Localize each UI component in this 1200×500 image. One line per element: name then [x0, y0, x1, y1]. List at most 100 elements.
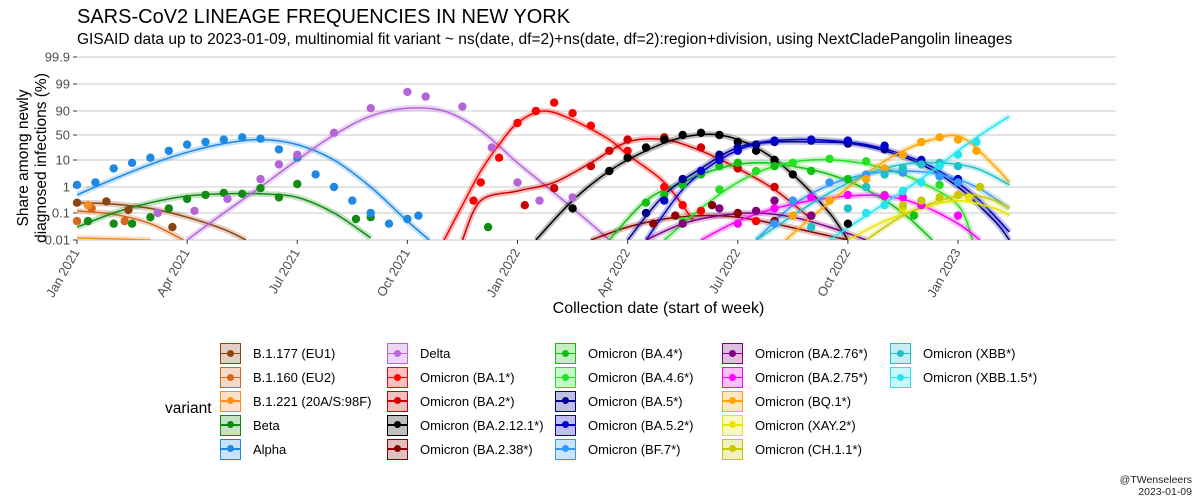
legend-item: B.1.160 (EU2)	[220, 366, 372, 390]
legend-column: Omicron (BA.4*) Omicron (BA.4.6*) Omicron …	[555, 342, 693, 461]
data-point-omicron-ch-1-1	[953, 190, 963, 200]
data-point-omicron-xbb-1-5	[953, 150, 963, 159]
data-point-omicron-ba-2	[696, 143, 706, 152]
data-point-beta	[109, 219, 118, 228]
legend-item: Omicron (BA.2.12.1*)	[387, 413, 544, 437]
chart-title: SARS-CoV2 LINEAGE FREQUENCIES IN NEW YOR…	[77, 6, 571, 28]
data-point-omicron-xay-2	[964, 193, 974, 202]
data-point-omicron-ba-2-38	[733, 208, 742, 218]
legend-label: Omicron (XBB.1.5*)	[923, 370, 1038, 386]
legend-label: Omicron (CH.1.1*)	[755, 441, 862, 457]
data-point-omicron-xbb-1-5	[917, 178, 926, 187]
data-point-omicron-bf-7	[788, 196, 797, 205]
data-point-omicron-ba-2-12-1	[568, 204, 577, 213]
fit-line-b-1-221-20a-s-98f	[77, 237, 151, 240]
data-point-omicron-xbb-1-5	[898, 186, 908, 196]
data-point-omicron-ba-2-12-1	[715, 130, 724, 140]
legend-key-swatch	[722, 367, 743, 389]
data-point-delta	[513, 178, 522, 187]
data-point-omicron-xbb	[880, 170, 889, 179]
data-point-omicron-xbb	[807, 222, 816, 232]
data-point-alpha	[91, 178, 100, 187]
legend-label: Omicron (BA.2.12.1*)	[420, 417, 544, 433]
legend-key-swatch	[555, 367, 576, 389]
x-tick-label: Jan 2023	[924, 246, 964, 300]
data-point-omicron-xbb	[843, 204, 853, 213]
y-tick-label: 1	[63, 180, 70, 195]
data-point-omicron-ba-2-12-1	[605, 166, 614, 176]
legend-label: Beta	[253, 417, 280, 433]
legend-key-swatch	[555, 390, 576, 412]
data-point-delta	[421, 92, 430, 101]
data-point-omicron-xbb-1-5	[880, 201, 889, 210]
data-point-omicron-bf-7	[825, 178, 834, 187]
legend-item: Omicron (XBB.1.5*)	[890, 366, 1037, 390]
data-point-b-1-160-eu2	[72, 216, 82, 226]
legend-item: Omicron (BA.5*)	[555, 390, 693, 414]
data-point-omicron-ba-2	[520, 201, 529, 210]
data-point-alpha	[219, 135, 228, 144]
y-tick-label: 99	[56, 77, 70, 92]
data-point-omicron-ba-2-38	[649, 219, 658, 228]
legend-item: Alpha	[220, 437, 372, 461]
data-point-alpha	[146, 153, 155, 162]
data-point-alpha	[384, 219, 394, 228]
data-point-delta	[487, 143, 496, 152]
data-point-omicron-bf-7	[953, 178, 963, 187]
legend-label: Omicron (BQ.1*)	[755, 393, 852, 409]
data-point-alpha	[311, 170, 320, 179]
data-point-omicron-bq-1	[862, 174, 871, 184]
x-tick-label: Apr 2021	[153, 246, 192, 299]
data-point-beta	[351, 214, 361, 224]
data-point-omicron-ba-4-6	[788, 158, 797, 167]
legend-item: Omicron (BF.7*)	[555, 437, 693, 461]
data-point-omicron-ch-1-1	[935, 193, 944, 202]
legend-label: Alpha	[253, 441, 287, 457]
data-point-alpha	[414, 211, 423, 220]
data-point-b-1-160-eu2	[120, 216, 129, 226]
data-point-omicron-ba-2-75	[898, 193, 908, 202]
data-point-omicron-xbb-1-5	[862, 208, 871, 218]
legend-label: Omicron (XAY.2*)	[755, 417, 856, 433]
x-tick-label: Jan 2021	[43, 246, 83, 300]
data-point-alpha	[256, 134, 265, 143]
data-point-omicron-xbb-1-5	[935, 162, 944, 171]
data-point-omicron-ba-4-6	[715, 185, 724, 194]
legend-key-swatch	[722, 438, 743, 460]
legend-item: Omicron (BA.2*)	[387, 390, 544, 414]
data-point-omicron-ba-2-76	[807, 211, 816, 220]
data-point-omicron-ba-1	[660, 182, 669, 192]
credit: @TWenseleers 2023-01-09	[1120, 474, 1192, 498]
data-point-omicron-ba-2-12-1	[641, 143, 651, 152]
chart-subtitle: GISAID data up to 2023-01-09, multinomia…	[77, 31, 1013, 48]
legend-key-swatch	[220, 438, 241, 460]
legend-item: Delta	[387, 342, 544, 366]
y-tick-label: 50	[56, 128, 70, 143]
legend-column: Omicron (BA.2.76*) Omicron (BA.2.75*) Omic…	[722, 342, 868, 461]
data-point-b-1-177-eu1	[72, 198, 82, 207]
legend-item: Omicron (XBB*)	[890, 342, 1037, 366]
data-point-alpha	[127, 158, 137, 167]
data-point-omicron-ba-2-75	[880, 191, 889, 201]
data-point-omicron-bq-1	[825, 196, 834, 205]
legend-key-swatch	[387, 390, 408, 412]
x-tick-label: Jul 2022	[706, 246, 744, 296]
legend-label: Omicron (BA.2*)	[420, 393, 515, 409]
data-point-delta	[223, 194, 232, 204]
legend-key-swatch	[890, 343, 911, 365]
data-point-omicron-ba-1	[513, 118, 522, 128]
legend-label: B.1.160 (EU2)	[253, 370, 336, 386]
legend-label: Omicron (BA.4*)	[588, 346, 683, 362]
legend-item: B.1.177 (EU1)	[220, 342, 372, 366]
legend-label: B.1.221 (20A/S:98F)	[253, 393, 372, 409]
data-point-omicron-ba-4	[641, 198, 651, 207]
data-point-omicron-ba-2	[623, 135, 632, 144]
data-point-omicron-ba-2	[550, 184, 559, 193]
data-point-omicron-ba-2-38	[707, 201, 717, 210]
legend-label: Omicron (BA.2.76*)	[755, 346, 868, 362]
data-point-omicron-bq-1	[935, 133, 944, 142]
data-point-omicron-ba-5-2	[880, 141, 889, 150]
legend-item: Omicron (BA.4*)	[555, 342, 693, 366]
chart-canvas: 0.01 0.1 1 10 50 90 99 99.9 Jan 2021 Apr 2021 Jul…	[43, 50, 1116, 300]
data-point-alpha	[182, 140, 192, 149]
